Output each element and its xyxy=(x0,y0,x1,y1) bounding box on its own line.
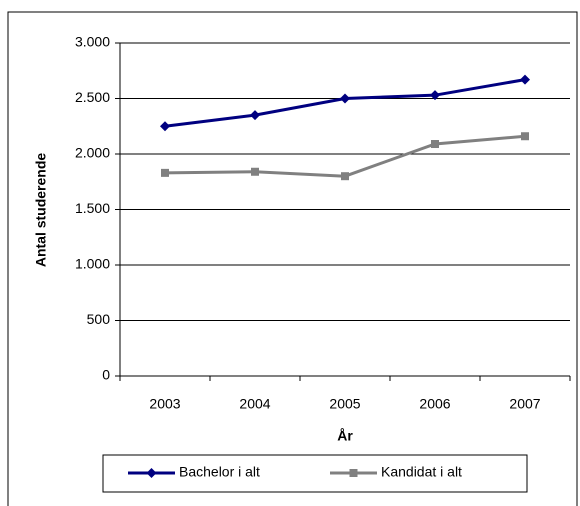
marker xyxy=(160,121,170,132)
marker xyxy=(161,168,169,177)
y-tick-label: 3.000 xyxy=(75,34,110,50)
x-tick-label: 2005 xyxy=(329,396,360,412)
legend-label: Bachelor i alt xyxy=(179,464,260,480)
chart-frame xyxy=(7,11,578,506)
x-tick-label: 2004 xyxy=(239,396,270,412)
marker xyxy=(520,74,530,85)
y-tick-label: 0 xyxy=(102,367,110,383)
marker xyxy=(251,167,259,176)
y-tick-label: 2.000 xyxy=(75,145,110,161)
x-tick-label: 2003 xyxy=(149,396,180,412)
y-tick-label: 1.500 xyxy=(75,200,110,216)
marker xyxy=(521,132,529,141)
y-tick-label: 500 xyxy=(87,311,111,327)
x-tick-label: 2006 xyxy=(419,396,450,412)
x-tick-label: 2007 xyxy=(509,396,540,412)
marker xyxy=(250,110,260,121)
y-tick-label: 2.500 xyxy=(75,89,110,105)
x-axis-label: År xyxy=(337,428,353,444)
marker xyxy=(340,93,350,104)
y-tick-label: 1.000 xyxy=(75,256,110,272)
marker xyxy=(430,90,440,101)
marker xyxy=(146,468,157,478)
marker xyxy=(349,469,358,477)
y-axis-label: Antal studerende xyxy=(33,153,49,268)
marker xyxy=(431,140,439,149)
legend-label: Kandidat i alt xyxy=(381,464,462,480)
marker xyxy=(341,172,349,181)
